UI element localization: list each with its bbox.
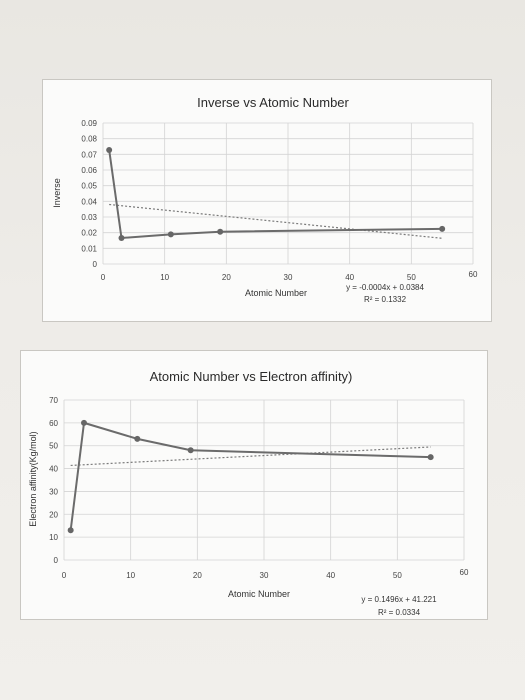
x-tick-label: 10 [126, 571, 135, 580]
y-tick-label: 0.04 [81, 197, 97, 206]
y-tick-label: 0 [93, 260, 98, 269]
trendline-equation: y = 0.1496x + 41.221 [361, 595, 437, 604]
y-tick-label: 70 [49, 396, 58, 405]
data-point [187, 447, 194, 454]
x-tick-label: 30 [284, 273, 293, 282]
y-axis-label: Electron affinity(Kg/mol) [28, 431, 38, 526]
y-tick-label: 0 [54, 556, 59, 565]
x-tick-label: 20 [222, 273, 231, 282]
trendline-r-squared: R² = 0.1332 [364, 295, 407, 304]
x-tick-label: 10 [160, 273, 169, 282]
y-tick-label: 0.07 [81, 150, 97, 159]
chart-title: Atomic Number vs Electron affinity) [150, 369, 353, 384]
trendline [109, 203, 443, 239]
data-point [106, 146, 113, 153]
trendline-equation: y = -0.0004x + 0.0384 [346, 283, 424, 292]
x-tick-label: 0 [62, 571, 67, 580]
y-tick-label: 0.06 [81, 166, 97, 175]
y-tick-label: 0.08 [81, 135, 97, 144]
data-point [439, 225, 446, 232]
data-point [217, 228, 224, 235]
x-tick-label: 30 [260, 571, 269, 580]
y-tick-label: 10 [49, 533, 58, 542]
y-tick-label: 60 [49, 419, 58, 428]
x-tick-label: 0 [101, 273, 106, 282]
inverse-chart: Inverse vs Atomic Number Atomic Number I… [52, 95, 478, 304]
y-tick-label: 20 [49, 510, 58, 519]
x-tick-label: 50 [407, 273, 416, 282]
y-tick-label: 40 [49, 465, 58, 474]
y-tick-label: 0.05 [81, 182, 97, 191]
trendline [70, 446, 431, 467]
data-point [67, 527, 74, 534]
series-line [108, 149, 443, 240]
x-tick-label: 50 [393, 571, 402, 580]
x-axis-label: Atomic Number [228, 589, 290, 599]
electron-affinity-chart-panel: Atomic Number vs Electron affinity) Atom… [20, 350, 488, 620]
y-tick-label: 0.02 [81, 229, 97, 238]
x-tick-label: 40 [326, 571, 335, 580]
x-tick-label: 60 [460, 568, 469, 577]
trendline-r-squared: R² = 0.0334 [378, 608, 421, 617]
y-axis-label: Inverse [52, 178, 62, 208]
data-point [167, 231, 174, 238]
x-tick-label: 20 [193, 571, 202, 580]
data-point [427, 454, 434, 461]
y-tick-label: 50 [49, 442, 58, 451]
x-tick-label: 40 [345, 273, 354, 282]
inverse-chart-panel: Inverse vs Atomic Number Atomic Number I… [42, 79, 492, 322]
data-point [118, 234, 125, 241]
y-tick-label: 0.09 [81, 119, 97, 128]
y-tick-label: 0.03 [81, 213, 97, 222]
x-tick-label: 60 [469, 270, 478, 279]
x-axis-label: Atomic Number [245, 288, 307, 298]
chart-title: Inverse vs Atomic Number [197, 95, 349, 110]
data-point [81, 419, 87, 426]
data-point [134, 435, 141, 442]
y-tick-label: 0.01 [81, 244, 97, 253]
y-tick-label: 30 [49, 487, 58, 496]
electron-affinity-chart: Atomic Number vs Electron affinity) Atom… [28, 369, 469, 617]
